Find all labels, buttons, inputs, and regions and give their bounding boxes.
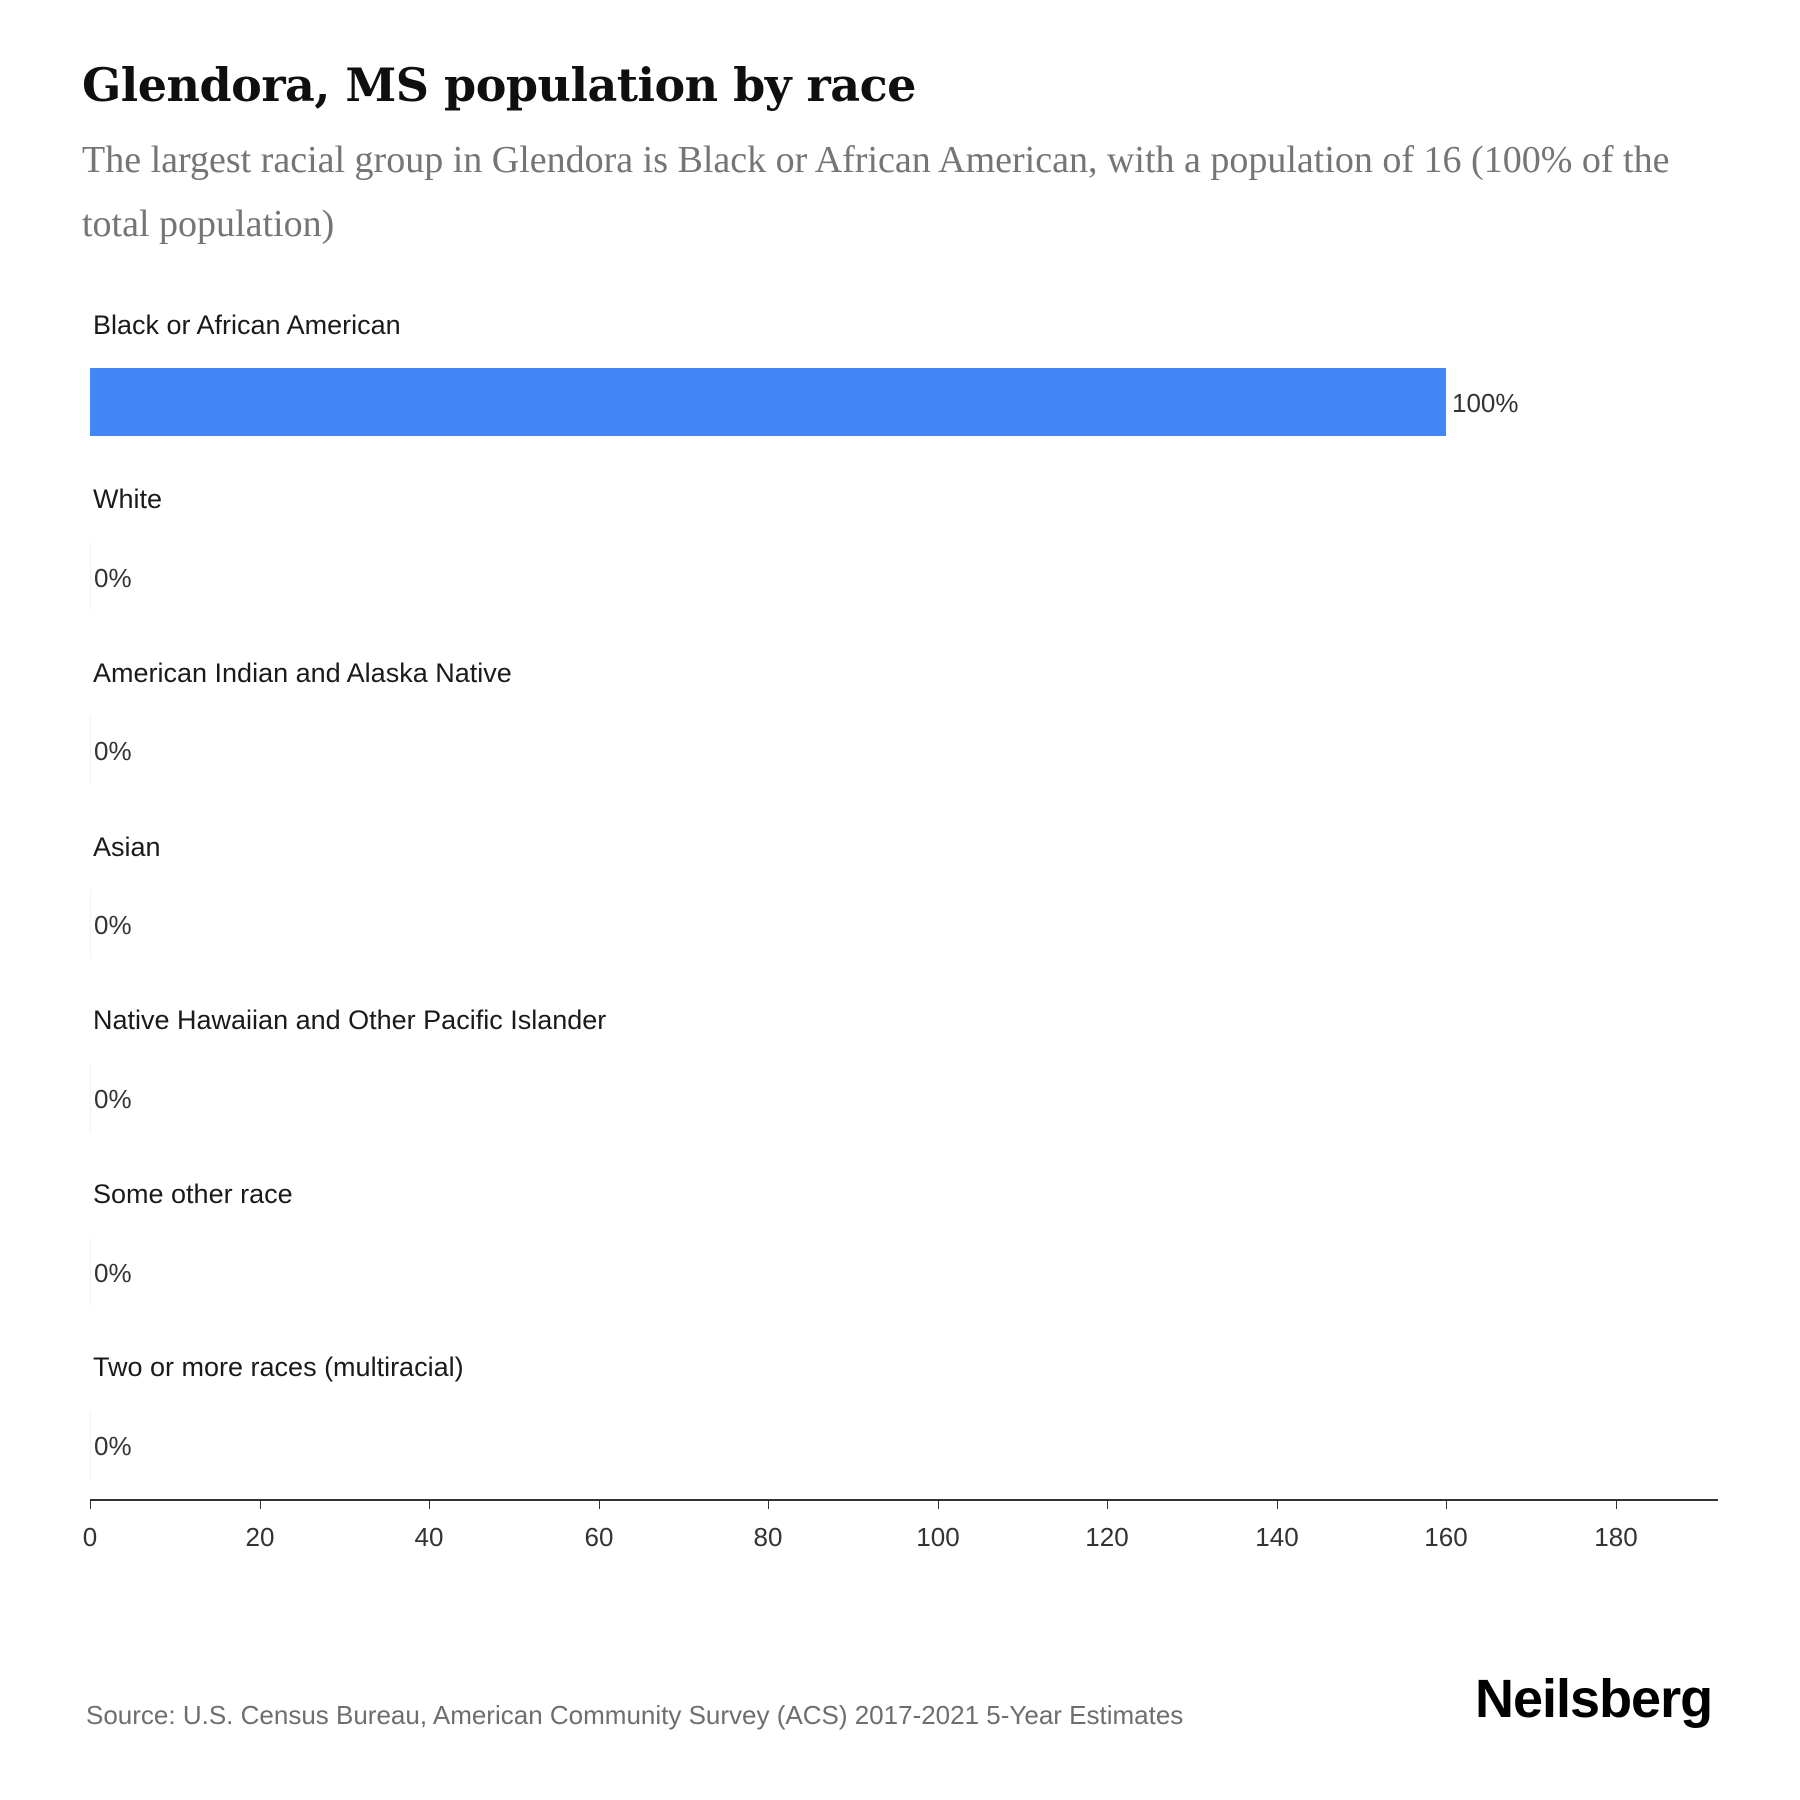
x-tick	[90, 1499, 91, 1509]
value-label: 0%	[94, 563, 132, 593]
value-label: 0%	[94, 736, 132, 766]
category-label: Black or African American	[93, 310, 401, 340]
value-label: 0%	[94, 1084, 132, 1114]
x-tick	[768, 1499, 769, 1509]
bar-two-or-more-races	[90, 1411, 91, 1479]
category-label: Asian	[93, 832, 161, 862]
source-note: Source: U.S. Census Bureau, American Com…	[86, 1700, 1184, 1730]
x-tick-label: 160	[1424, 1522, 1468, 1552]
neilsberg-logo: Neilsberg	[1475, 1669, 1713, 1729]
category-label: American Indian and Alaska Native	[93, 658, 512, 688]
x-tick-label: 0	[82, 1522, 98, 1552]
x-tick	[429, 1499, 430, 1509]
x-tick	[1277, 1499, 1278, 1509]
bar-black-or-african-american	[90, 368, 1446, 436]
x-tick-label: 140	[1255, 1522, 1299, 1552]
x-tick	[1107, 1499, 1108, 1509]
x-tick	[938, 1499, 939, 1509]
value-label: 0%	[94, 1258, 132, 1288]
x-tick-label: 100	[916, 1522, 960, 1552]
chart-subtitle: The largest racial group in Glendora is …	[82, 139, 1670, 245]
x-tick-label: 20	[245, 1522, 275, 1552]
x-tick	[599, 1499, 600, 1509]
x-tick	[1616, 1499, 1617, 1509]
x-tick	[1446, 1499, 1447, 1509]
bar-american-indian	[90, 716, 91, 784]
category-label: Two or more races (multiracial)	[93, 1352, 464, 1382]
category-label: White	[93, 484, 163, 514]
category-label: Some other race	[93, 1179, 293, 1209]
bar-native-hawaiian	[90, 1064, 91, 1132]
category-label: Native Hawaiian and Other Pacific Island…	[93, 1005, 607, 1035]
x-tick-label: 40	[414, 1522, 444, 1552]
x-tick-label: 180	[1594, 1522, 1638, 1552]
x-tick-label: 120	[1085, 1522, 1129, 1552]
bar-white	[90, 542, 91, 610]
value-label: 0%	[94, 910, 132, 940]
x-axis-line	[90, 1499, 1718, 1501]
x-tick-label: 80	[753, 1522, 783, 1552]
bar-some-other-race	[90, 1238, 91, 1306]
bar-asian	[90, 890, 91, 958]
x-tick	[260, 1499, 261, 1509]
value-label: 0%	[94, 1431, 132, 1461]
chart-title: Glendora, MS population by race	[82, 58, 916, 112]
x-tick-label: 60	[584, 1522, 614, 1552]
value-label: 100%	[1452, 388, 1519, 418]
